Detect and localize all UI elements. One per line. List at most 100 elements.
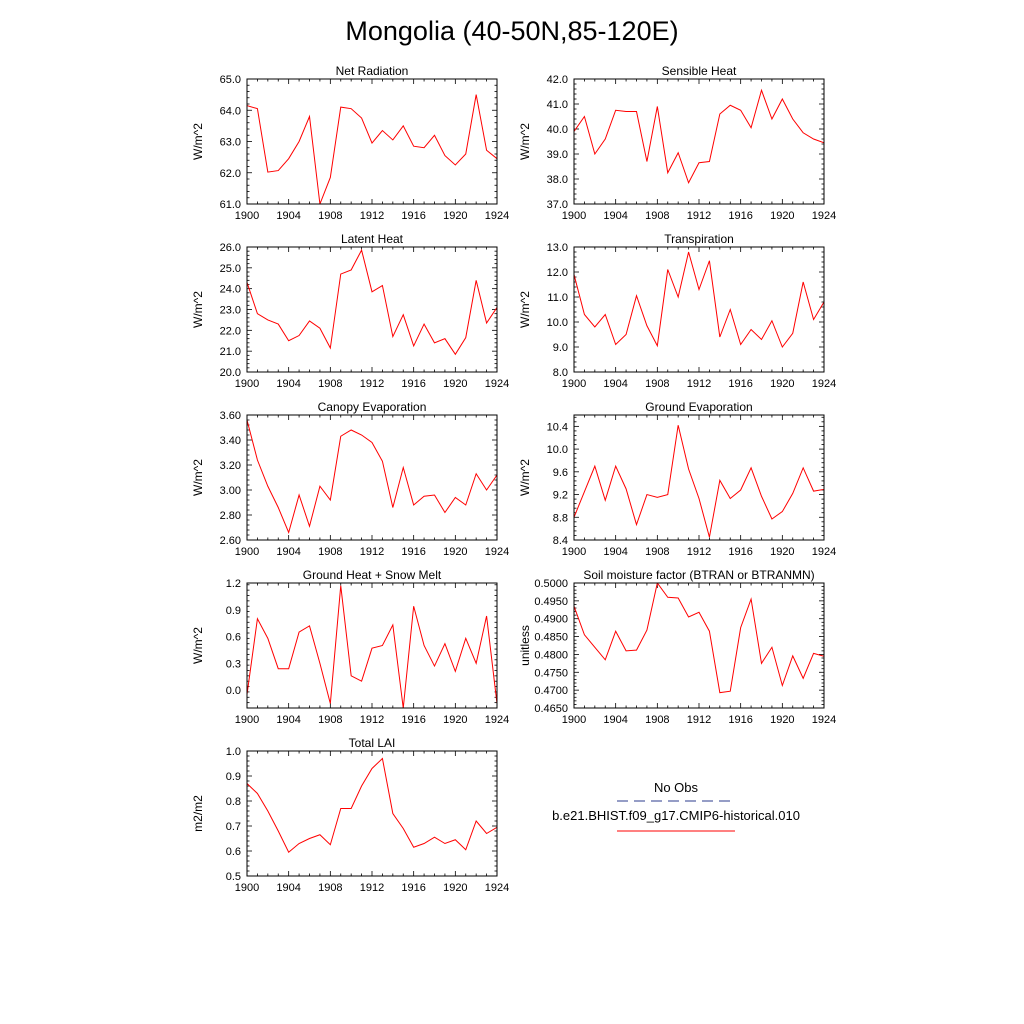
x-tick-label: 1912 [360,546,384,558]
plot-frame [246,414,498,541]
x-tick-label: 1912 [687,714,711,726]
series-line-0 [574,88,824,185]
panel-title: Sensible Heat [662,64,737,78]
y-tick-label: 0.5 [226,871,241,883]
y-tick-label: 0.4750 [534,667,568,679]
x-tick-label: 1912 [687,378,711,390]
y-tick-label: 37.0 [547,199,568,211]
x-tick-label: 1908 [645,714,669,726]
x-tick-label: 1908 [318,378,342,390]
x-tick-label: 1900 [235,378,259,390]
y-tick-label: 8.4 [553,535,568,547]
x-tick-label: 1924 [485,882,509,894]
y-tick-label: 9.2 [553,490,568,502]
y-tick-label: 0.9 [226,771,241,783]
panel-7: Soil moisture factor (BTRAN or BTRANMN) u… [518,568,836,726]
x-tick-label: 1900 [562,714,586,726]
x-tick-label: 1916 [401,882,425,894]
y-tick-label: 63.0 [220,137,241,149]
panel-title: Ground Evaporation [645,400,752,414]
y-tick-label: 0.4900 [534,614,568,626]
plot-frame [573,582,825,709]
x-tick-label: 1920 [443,546,467,558]
legend-obs-label: No Obs [654,780,699,795]
y-tick-label: 0.8 [226,796,241,808]
series-line-0 [574,251,824,349]
y-axis-label: W/m^2 [191,123,205,160]
x-tick-label: 1904 [276,714,300,726]
panel-0: Net Radiation W/m^2 1900 1904 1908 1912 1916 19… [191,64,509,222]
plot-frame [573,414,825,541]
x-tick-label: 1916 [401,210,425,222]
panel-title: Net Radiation [336,64,409,78]
x-tick-label: 1904 [276,882,300,894]
y-axis-label: W/m^2 [191,627,205,664]
x-tick-label: 1920 [443,378,467,390]
y-tick-label: 0.4850 [534,632,568,644]
y-tick-label: 12.0 [547,267,568,279]
series-line-0 [247,248,497,356]
x-tick-label: 1912 [687,546,711,558]
y-tick-label: 0.0 [226,685,241,697]
x-tick-label: 1920 [770,546,794,558]
panel-8: Total LAI m2/m2 1900 1904 1908 1912 1916 1920 19… [191,736,509,894]
x-tick-label: 1916 [728,210,752,222]
y-tick-label: 0.6 [226,846,241,858]
x-tick-label: 1900 [235,882,259,894]
x-tick-label: 1916 [401,714,425,726]
panel-6: Ground Heat + Snow Melt W/m^2 1900 1904 1908… [191,568,509,726]
x-tick-label: 1908 [318,714,342,726]
x-tick-label: 1924 [485,378,509,390]
panel-1: Sensible Heat W/m^2 1900 1904 1908 1912 1916 19… [518,64,836,222]
x-tick-label: 1912 [360,882,384,894]
x-tick-label: 1900 [235,714,259,726]
y-tick-label: 3.00 [220,485,241,497]
x-tick-label: 1920 [443,714,467,726]
x-tick-label: 1904 [276,546,300,558]
panels-group: Net Radiation W/m^2 1900 1904 1908 1912 1916 19… [191,64,836,894]
y-tick-label: 8.8 [553,512,568,524]
y-tick-label: 0.3 [226,658,241,670]
x-tick-label: 1904 [603,714,627,726]
x-tick-label: 1904 [603,378,627,390]
x-tick-label: 1920 [443,882,467,894]
y-tick-label: 3.40 [220,435,241,447]
x-tick-label: 1900 [562,210,586,222]
y-tick-label: 26.0 [220,242,241,254]
x-tick-label: 1916 [728,378,752,390]
y-tick-label: 25.0 [220,263,241,275]
y-tick-label: 3.60 [220,410,241,422]
x-tick-label: 1920 [770,378,794,390]
panel-5: Ground Evaporation W/m^2 1900 1904 1908 1912 1… [518,400,836,558]
x-tick-label: 1908 [318,882,342,894]
y-tick-label: 9.6 [553,467,568,479]
y-tick-label: 61.0 [220,199,241,211]
series-line-0 [574,583,824,694]
y-tick-label: 0.9 [226,605,241,617]
panel-4: Canopy Evaporation W/m^2 1900 1904 1908 1912 1… [191,400,509,558]
series-line-0 [574,425,824,538]
plot-frame [246,582,498,709]
x-tick-label: 1900 [562,546,586,558]
y-tick-label: 8.0 [553,367,568,379]
y-tick-label: 39.0 [547,149,568,161]
series-line-0 [247,585,497,708]
y-tick-label: 40.0 [547,124,568,136]
series-line-0 [247,94,497,204]
y-axis-label: W/m^2 [191,291,205,328]
x-tick-label: 1920 [443,210,467,222]
y-tick-label: 9.0 [553,342,568,354]
y-tick-label: 3.20 [220,460,241,472]
x-tick-label: 1916 [401,546,425,558]
x-tick-label: 1916 [401,378,425,390]
y-tick-label: 42.0 [547,74,568,86]
y-tick-label: 64.0 [220,105,241,117]
x-tick-label: 1912 [687,210,711,222]
x-tick-label: 1900 [235,210,259,222]
panel-3: Transpiration W/m^2 1900 1904 1908 1912 1916 19… [518,232,836,390]
x-tick-label: 1908 [645,378,669,390]
y-tick-label: 1.0 [226,746,241,758]
legend-model-label: b.e21.BHIST.f09_g17.CMIP6-historical.010 [552,808,800,823]
y-tick-label: 10.0 [547,317,568,329]
panel-title: Total LAI [349,736,396,750]
